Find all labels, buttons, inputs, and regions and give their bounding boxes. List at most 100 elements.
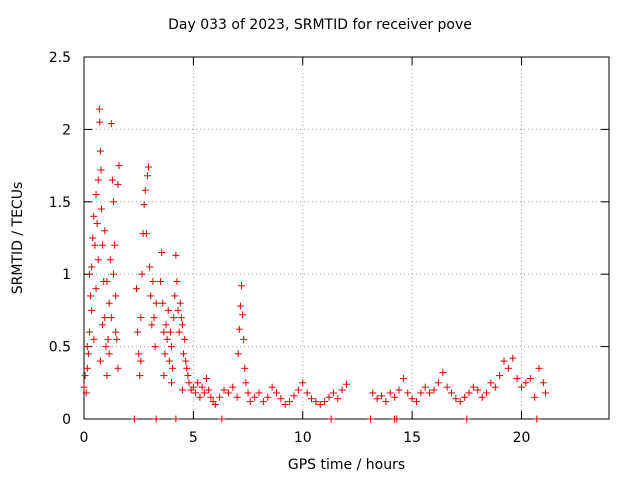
data-point xyxy=(207,393,215,401)
y-tick-label: 2 xyxy=(62,122,71,138)
data-point xyxy=(84,350,92,358)
data-point xyxy=(294,386,302,394)
data-point xyxy=(110,198,118,206)
data-point xyxy=(268,383,276,391)
data-point xyxy=(281,401,289,409)
data-point xyxy=(533,415,541,423)
data-point xyxy=(239,311,247,319)
data-point xyxy=(526,374,534,382)
data-point xyxy=(150,314,158,322)
data-point xyxy=(413,398,420,406)
data-point xyxy=(137,314,145,322)
data-point xyxy=(487,379,495,387)
data-point xyxy=(97,166,105,174)
data-point xyxy=(224,389,232,397)
y-axis-label: SRMTID / TECUs xyxy=(10,181,26,295)
data-point xyxy=(378,392,385,400)
data-point xyxy=(111,241,119,249)
data-point xyxy=(143,172,151,180)
data-point xyxy=(108,176,116,184)
data-point xyxy=(166,328,174,336)
data-point xyxy=(316,401,324,409)
data-point xyxy=(518,383,525,391)
data-point xyxy=(148,321,156,329)
data-point xyxy=(504,364,512,372)
data-point xyxy=(162,321,170,329)
data-point xyxy=(173,277,181,285)
data-point xyxy=(114,180,122,188)
data-point xyxy=(135,350,143,358)
data-point xyxy=(286,398,294,406)
data-point xyxy=(469,383,477,391)
data-point xyxy=(259,398,267,406)
x-tick-label: 10 xyxy=(294,430,312,446)
data-point xyxy=(465,389,473,397)
data-point xyxy=(461,393,469,401)
data-point xyxy=(369,389,377,397)
data-point xyxy=(483,389,490,397)
data-point xyxy=(246,398,254,406)
data-point xyxy=(92,191,100,199)
y-tick-label: 0 xyxy=(62,412,71,428)
data-point xyxy=(168,379,175,387)
data-point xyxy=(149,277,157,285)
data-point xyxy=(198,383,206,391)
x-tick-label: 0 xyxy=(80,430,89,446)
data-point xyxy=(101,227,109,235)
data-point xyxy=(180,350,188,358)
plot-frame xyxy=(83,56,610,420)
y-tick-labels: 0 0.5 1 1.5 2 2.5 xyxy=(49,50,71,428)
data-point xyxy=(101,314,109,322)
data-point xyxy=(160,328,168,336)
data-point xyxy=(434,379,442,387)
data-point xyxy=(417,389,425,397)
data-point xyxy=(163,335,171,343)
data-point xyxy=(157,277,165,285)
data-point xyxy=(234,350,242,358)
data-point xyxy=(141,186,149,194)
y-tick-label: 1 xyxy=(62,267,71,283)
data-point xyxy=(509,354,517,362)
data-point xyxy=(189,383,197,391)
data-point xyxy=(130,415,138,423)
data-point xyxy=(168,343,175,351)
data-point xyxy=(240,335,248,343)
data-point xyxy=(522,379,530,387)
data-point xyxy=(273,389,280,397)
data-point xyxy=(96,118,104,126)
data-point xyxy=(142,230,150,238)
data-point xyxy=(152,415,160,423)
data-point xyxy=(408,395,416,403)
data-point xyxy=(89,234,97,242)
data-point xyxy=(114,364,122,372)
data-point xyxy=(94,176,102,184)
data-point xyxy=(94,256,102,264)
data-point xyxy=(92,285,100,293)
data-point xyxy=(95,105,103,113)
data-point xyxy=(542,389,550,397)
data-point xyxy=(102,343,110,351)
y-tick-label: 1.5 xyxy=(49,195,71,211)
chart-title: Day 033 of 2023, SRMTID for receiver pov… xyxy=(168,17,472,33)
data-point xyxy=(241,364,249,372)
data-point xyxy=(152,299,160,307)
grid-lines xyxy=(84,57,609,419)
data-point xyxy=(439,369,447,377)
x-tick-label: 15 xyxy=(403,430,421,446)
data-point xyxy=(176,299,184,307)
data-point xyxy=(500,357,508,365)
data-point xyxy=(327,415,335,423)
data-point xyxy=(106,256,114,264)
y-tick-label: 0.5 xyxy=(49,340,71,356)
data-point xyxy=(136,372,144,380)
data-point xyxy=(391,393,399,401)
data-point xyxy=(255,389,263,397)
data-point xyxy=(87,292,95,300)
data-point xyxy=(158,248,166,256)
data-point xyxy=(96,147,104,155)
data-point xyxy=(88,263,96,271)
x-tick-label: 5 xyxy=(189,430,198,446)
data-point xyxy=(112,328,120,336)
data-point xyxy=(165,357,173,365)
data-point xyxy=(105,350,113,358)
